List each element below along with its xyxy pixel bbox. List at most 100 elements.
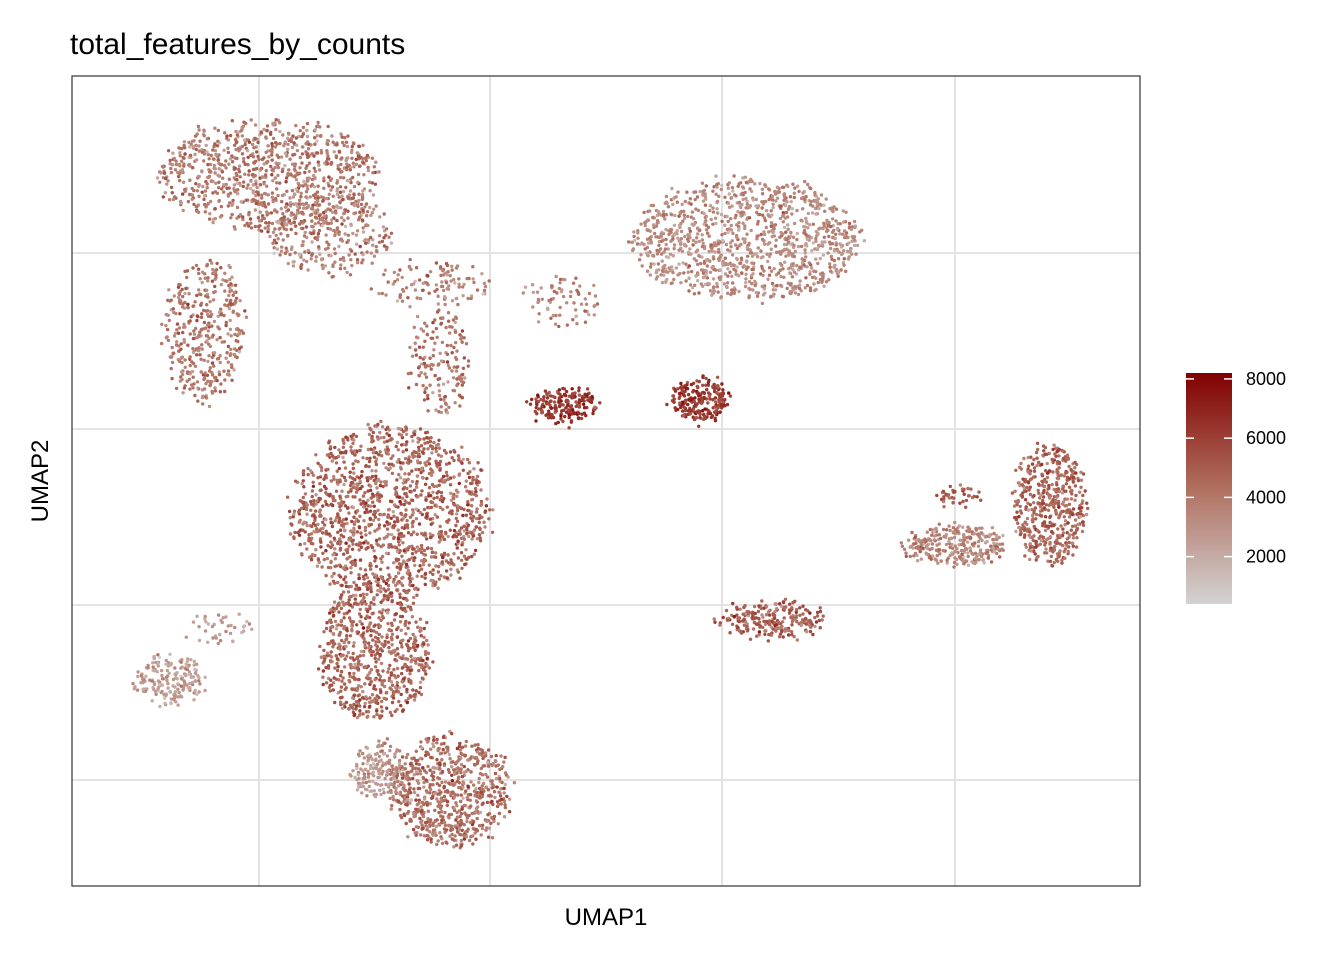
data-point: [377, 517, 381, 522]
data-point: [329, 221, 333, 225]
data-point: [227, 162, 231, 166]
data-point: [451, 376, 456, 380]
data-point: [387, 785, 391, 789]
data-point: [315, 564, 320, 568]
data-point: [262, 127, 266, 132]
data-point: [273, 165, 277, 170]
data-point: [199, 370, 203, 374]
data-point: [400, 583, 405, 588]
data-point: [287, 168, 291, 172]
data-point: [344, 435, 348, 439]
data-point: [229, 363, 234, 367]
data-point: [498, 791, 502, 795]
data-point: [179, 347, 183, 351]
data-point: [157, 170, 162, 174]
data-point: [487, 826, 492, 830]
data-point: [358, 709, 362, 713]
data-point: [374, 451, 378, 455]
data-point: [430, 773, 434, 778]
data-point: [416, 336, 420, 340]
data-point: [372, 789, 376, 793]
data-point: [298, 155, 302, 160]
data-point: [433, 504, 437, 508]
data-point: [457, 529, 462, 533]
data-point: [380, 749, 384, 753]
data-point: [371, 638, 375, 642]
data-point: [193, 326, 198, 331]
data-point: [205, 150, 209, 154]
data-point: [512, 781, 517, 785]
data-point: [418, 816, 422, 821]
data-point: [371, 762, 376, 766]
data-point: [358, 711, 362, 716]
data-point: [315, 190, 320, 194]
data-point: [332, 571, 336, 576]
data-point: [238, 299, 242, 303]
data-point: [405, 460, 410, 465]
data-point: [289, 227, 293, 232]
data-point: [462, 803, 467, 808]
data-point: [407, 264, 412, 269]
data-point: [369, 700, 373, 704]
data-point: [406, 835, 410, 839]
data-point: [164, 675, 169, 679]
data-point: [382, 751, 387, 756]
data-point: [394, 766, 398, 770]
data-point: [426, 651, 431, 655]
data-point: [426, 396, 430, 401]
data-point: [456, 570, 460, 574]
data-point: [705, 276, 710, 280]
data-point: [152, 687, 156, 692]
data-point: [185, 659, 189, 663]
data-point: [414, 467, 418, 472]
data-point: [336, 512, 340, 516]
data-point: [422, 398, 427, 402]
data-point: [307, 161, 312, 165]
data-point: [468, 490, 472, 494]
data-point: [151, 665, 155, 669]
data-point: [457, 768, 461, 772]
data-point: [404, 776, 408, 780]
data-point: [382, 236, 386, 240]
data-point: [385, 737, 390, 741]
data-point: [445, 828, 449, 832]
data-point: [332, 150, 336, 154]
plot-background: [72, 76, 1140, 886]
data-point: [503, 782, 507, 787]
data-point: [344, 638, 348, 642]
data-point: [351, 620, 356, 624]
data-point: [468, 793, 473, 797]
data-point: [232, 187, 236, 191]
data-point: [387, 676, 392, 680]
data-point: [378, 567, 383, 571]
data-point: [427, 835, 431, 839]
data-point: [270, 221, 275, 226]
data-point: [176, 682, 180, 686]
data-points: [131, 118, 1090, 850]
data-point: [234, 296, 239, 300]
data-point: [404, 448, 409, 452]
data-point: [311, 225, 315, 229]
data-point: [172, 156, 176, 161]
data-point: [337, 448, 341, 452]
data-point: [210, 373, 215, 377]
data-point: [455, 815, 460, 819]
data-point: [315, 151, 320, 155]
data-point: [369, 629, 373, 633]
data-point: [361, 196, 365, 200]
data-point: [419, 493, 423, 497]
data-point: [184, 662, 188, 666]
data-point: [442, 784, 446, 789]
data-point: [379, 600, 383, 604]
data-point: [427, 457, 432, 461]
data-point: [405, 571, 409, 575]
data-point: [412, 547, 416, 551]
data-point: [337, 573, 341, 577]
data-point: [339, 619, 343, 624]
data-point: [423, 339, 427, 343]
data-point: [369, 543, 373, 548]
data-point: [426, 809, 430, 813]
data-point: [303, 541, 307, 546]
data-point: [338, 200, 342, 205]
data-point: [439, 265, 443, 269]
